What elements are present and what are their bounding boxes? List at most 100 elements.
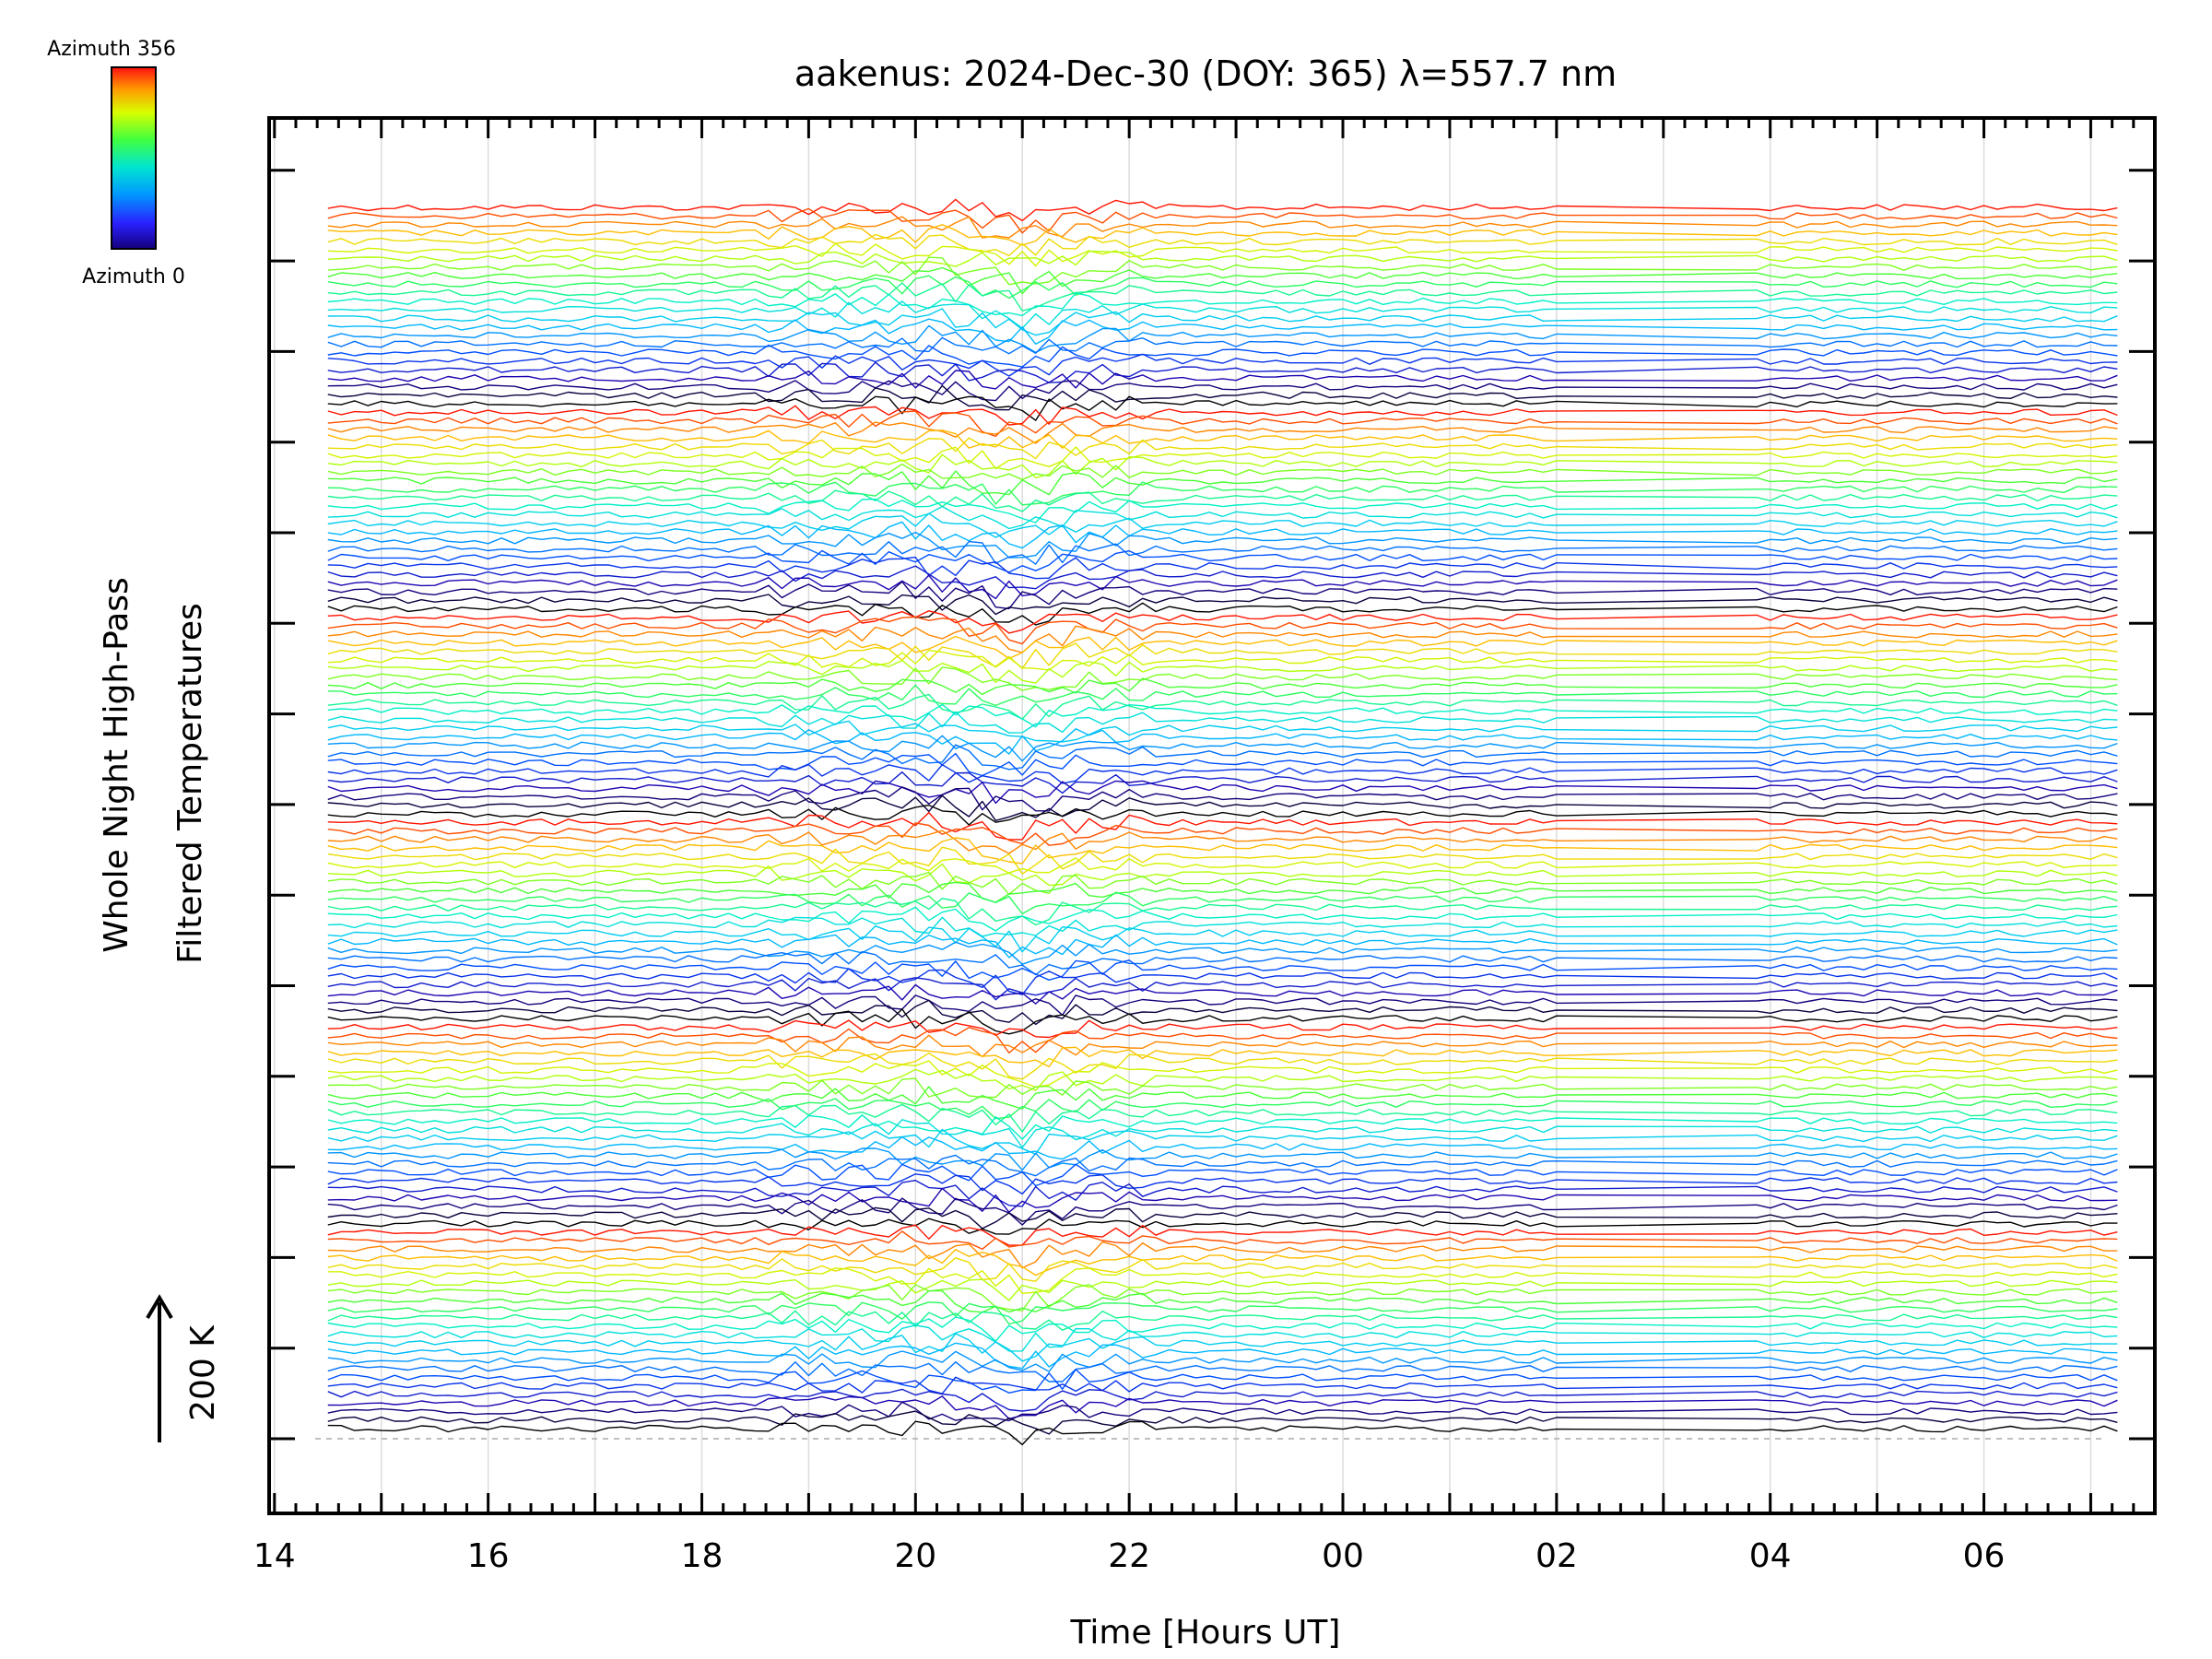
trace-line [327, 481, 2118, 506]
colorbar-top-label: Azimuth 356 [47, 38, 176, 61]
trace-line [327, 250, 2118, 267]
trace-line [327, 207, 2118, 234]
trace-line [327, 594, 2118, 616]
trace-line [327, 771, 2118, 794]
trace-line [327, 581, 2118, 610]
trace-line [327, 941, 2118, 965]
trace-line [327, 498, 2118, 524]
trace-line [327, 384, 2118, 411]
trace-line [327, 763, 2118, 784]
trace-line [327, 1197, 2118, 1226]
trace-line [327, 531, 2118, 559]
trace-line [327, 822, 2118, 846]
trace-line [327, 470, 2118, 496]
trace-line [327, 837, 2118, 865]
trace-line [327, 565, 2118, 590]
trace-line [327, 1395, 2118, 1420]
trace-line [327, 846, 2118, 875]
trace-line [327, 344, 2118, 368]
trace-line [327, 830, 2118, 854]
trace-line [327, 642, 2118, 669]
trace-line [327, 336, 2118, 355]
x-tick-label: 06 [1963, 1537, 2006, 1575]
trace-line [327, 505, 2118, 530]
trace-line [327, 677, 2118, 696]
trace-line [327, 1224, 2118, 1246]
trace-line [327, 216, 2118, 239]
trace-line [327, 1301, 2118, 1325]
trace-line [327, 1267, 2118, 1295]
trace-line [327, 574, 2118, 600]
trace-line [327, 353, 2118, 377]
trace-line [327, 1128, 2118, 1155]
trace-line [327, 1241, 2118, 1269]
trace-line [327, 395, 2118, 421]
trace-line [327, 275, 2118, 300]
trace-line [327, 959, 2118, 982]
trace-line [327, 256, 2118, 286]
trace-line [327, 1206, 2118, 1230]
trace-line [327, 540, 2118, 565]
trace-line [327, 684, 2118, 707]
trace-line [327, 429, 2118, 449]
trace-line [327, 1086, 2118, 1110]
x-tick-label: 04 [1749, 1537, 1792, 1575]
trace-line [327, 804, 2118, 826]
trace-line [327, 752, 2118, 777]
trace-line [327, 728, 2118, 755]
trace-line [327, 1077, 2118, 1099]
trace-line [327, 405, 2118, 426]
trace-line [327, 1310, 2118, 1331]
trace-line [327, 1284, 2118, 1312]
x-tick-labels: 14 16 18 20 22 00 02 04 06 [253, 1537, 2006, 1575]
trace-line [327, 1163, 2118, 1187]
trace-line [327, 453, 2118, 478]
trace-line [327, 308, 2118, 336]
trace-line [327, 1333, 2118, 1362]
trace-line [327, 549, 2118, 573]
trace-line [327, 1350, 2118, 1372]
traces [327, 198, 2118, 1446]
trace-line [327, 1027, 2118, 1054]
plot-frame [267, 116, 2157, 1515]
trace-line [327, 649, 2118, 671]
trace-line [327, 735, 2118, 762]
trace-line [327, 1034, 2118, 1058]
trace-line [327, 198, 2118, 222]
trace-line [327, 370, 2118, 390]
trace-line [327, 950, 2118, 976]
trace-line [327, 512, 2118, 538]
trace-line [327, 1068, 2118, 1091]
trace-line [327, 242, 2118, 267]
trace-line [327, 983, 2118, 1005]
trace-line [327, 1249, 2118, 1277]
trace-line [327, 437, 2118, 460]
trace-line [327, 1119, 2118, 1148]
plot-border [267, 116, 2157, 1515]
trace-line [327, 881, 2118, 903]
trace-line [327, 446, 2118, 470]
trace-line [327, 977, 2118, 1001]
trace-line [327, 1368, 2118, 1394]
trace-line [327, 266, 2118, 295]
trace-line [327, 1114, 2118, 1140]
trace-line [327, 811, 2118, 841]
trace-line [327, 786, 2118, 812]
trace-line [327, 318, 2118, 345]
trace-line [327, 666, 2118, 691]
trace-line [327, 489, 2118, 512]
trace-line [327, 1257, 2118, 1282]
trace-line [327, 610, 2118, 634]
trace-line [327, 224, 2118, 246]
trace-line [327, 906, 2118, 932]
trace-line [327, 361, 2118, 383]
trace-line [327, 994, 2118, 1017]
trace-line [327, 1103, 2118, 1133]
trace-line [327, 300, 2118, 329]
trace-line [327, 1098, 2118, 1120]
trace-line [327, 857, 2118, 874]
trace-line [327, 421, 2118, 444]
x-tick-label: 16 [467, 1537, 510, 1575]
trace-line [327, 744, 2118, 771]
trace-line [327, 891, 2118, 915]
